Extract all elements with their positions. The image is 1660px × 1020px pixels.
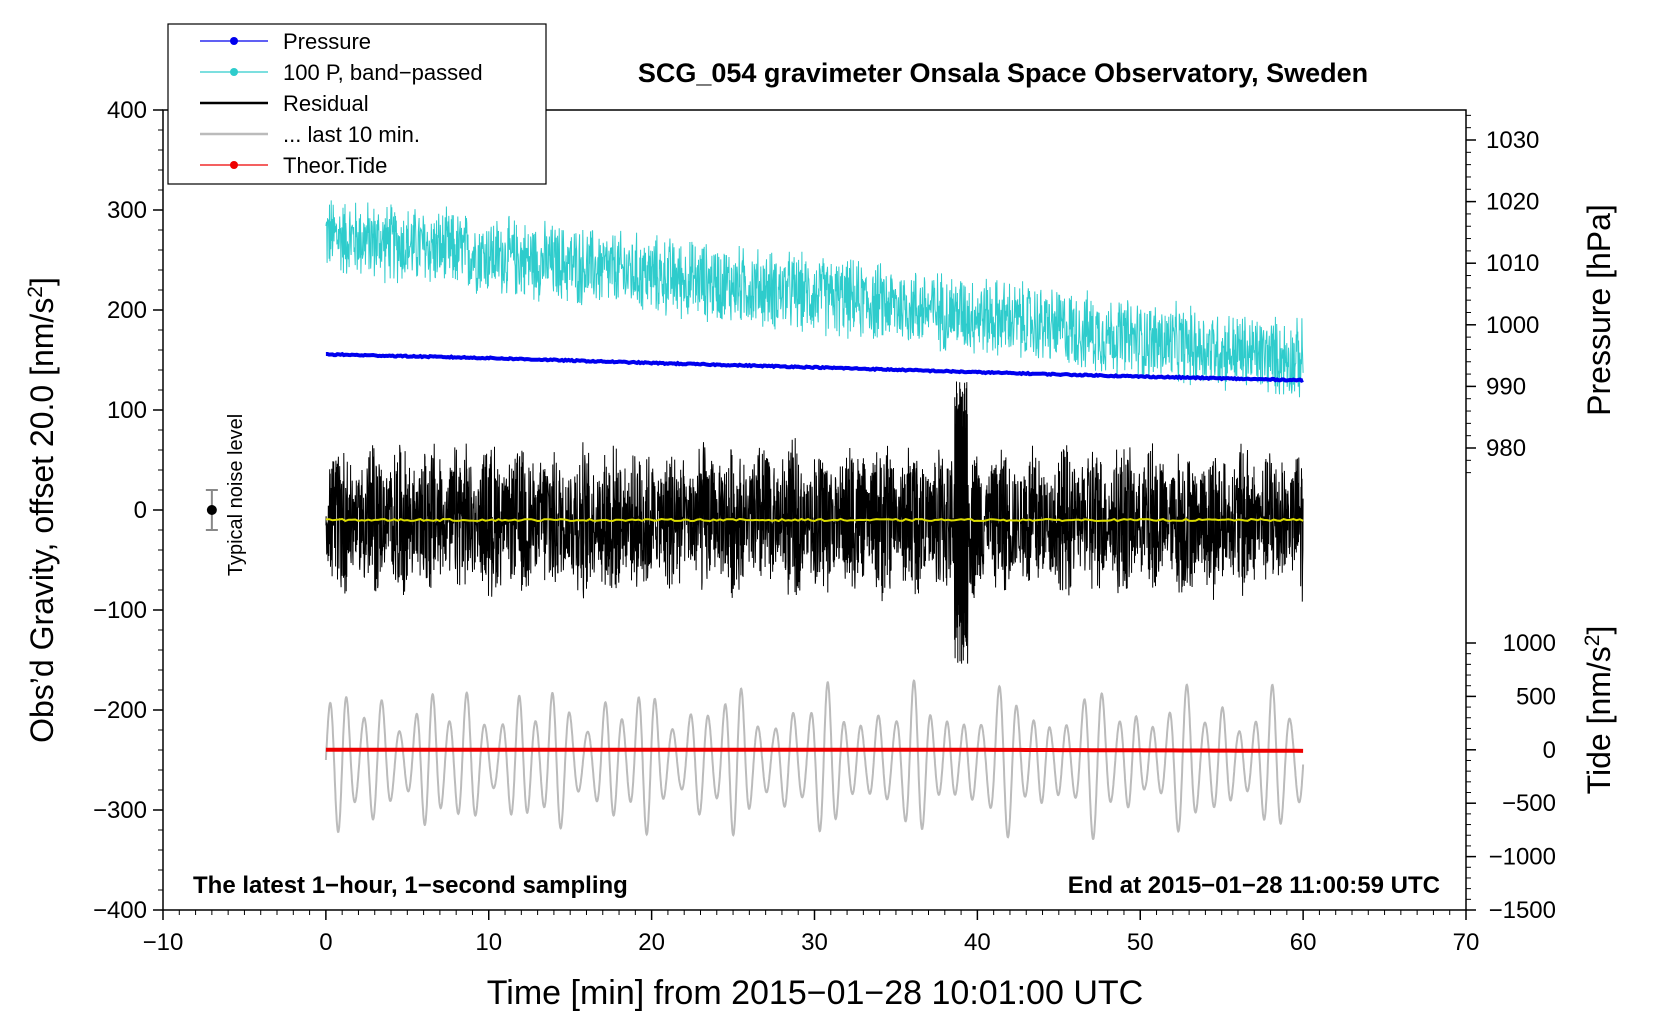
tide-tick-label: −500 <box>1502 790 1556 817</box>
y-tick-label: −100 <box>93 597 147 624</box>
x-tick-label: 70 <box>1453 929 1480 956</box>
legend-label: ... last 10 min. <box>283 122 420 147</box>
x-tick-label: 50 <box>1127 929 1154 956</box>
annotation-end-time: End at 2015−01−28 11:00:59 UTC <box>1068 872 1440 899</box>
series-last-10-min <box>324 679 1305 840</box>
series-residual <box>325 381 1304 664</box>
y-tick-label: −300 <box>93 797 147 824</box>
series-100p-band-passed <box>325 200 1304 398</box>
y-axis-label-left: Obs’d Gravity, offset 20.0 [nm/s2] <box>24 277 61 743</box>
x-tick-label: 30 <box>801 929 828 956</box>
legend-marker <box>230 161 238 169</box>
legend-marker <box>230 37 238 45</box>
noise-level-label: Typical noise level <box>225 414 247 576</box>
y-axis-label-pressure: Pressure [hPa] <box>1581 204 1617 416</box>
x-tick-label: 40 <box>964 929 991 956</box>
x-tick-label: 10 <box>475 929 502 956</box>
legend-label: Pressure <box>283 29 371 54</box>
pressure-tick-label: 980 <box>1486 435 1526 462</box>
annotation-sampling: The latest 1−hour, 1−second sampling <box>193 872 628 899</box>
tide-tick-label: −1500 <box>1489 897 1556 924</box>
y-tick-label: 400 <box>107 97 147 124</box>
pressure-tick-label: 1030 <box>1486 127 1539 154</box>
legend-items: Pressure 100 P, band−passed Residual ... la… <box>200 29 483 178</box>
pressure-tick-label: 1020 <box>1486 189 1539 216</box>
y-tick-label: 0 <box>134 497 147 524</box>
pressure-tick-label: 990 <box>1486 373 1526 400</box>
legend-label: 100 P, band−passed <box>283 60 483 85</box>
tide-tick-label: 0 <box>1543 737 1556 764</box>
series-pressure <box>325 351 1304 383</box>
series-residual-smoothed <box>325 517 1304 523</box>
legend-label: Theor.Tide <box>283 153 387 178</box>
y-tick-label: 100 <box>107 397 147 424</box>
x-tick-label: 20 <box>638 929 665 956</box>
series-layer <box>324 200 1305 840</box>
pressure-tick-label: 1000 <box>1486 312 1539 339</box>
y-tick-label: 200 <box>107 297 147 324</box>
x-tick-label: −10 <box>143 929 184 956</box>
x-axis-label: Time [min] from 2015−01−28 10:01:00 UTC <box>487 974 1143 1012</box>
tide-tick-label: 500 <box>1516 683 1556 710</box>
chart-title: SCG_054 gravimeter Onsala Space Observat… <box>638 58 1368 88</box>
series-theor-tide <box>325 747 1304 753</box>
y-tick-label: −400 <box>93 897 147 924</box>
x-tick-label: 60 <box>1290 929 1317 956</box>
pressure-tick-label: 1010 <box>1486 250 1539 277</box>
noise-point <box>206 505 217 515</box>
legend-label: Residual <box>283 91 369 116</box>
y-tick-label: 300 <box>107 197 147 224</box>
x-tick-label: 0 <box>319 929 332 956</box>
tide-tick-label: 1000 <box>1503 630 1556 657</box>
tide-tick-label: −1000 <box>1489 844 1556 871</box>
y-tick-label: −200 <box>93 697 147 724</box>
y-axis-label-tide: Tide [nm/s2] <box>1581 626 1618 795</box>
legend: Pressure 100 P, band−passed Residual ... la… <box>167 23 547 185</box>
noise-level-marker: Typical noise level <box>205 414 247 576</box>
legend-marker <box>230 68 238 76</box>
axes-layer: −10 0 10 20 30 40 50 60 70−400−300−200−100010020… <box>93 97 1556 956</box>
